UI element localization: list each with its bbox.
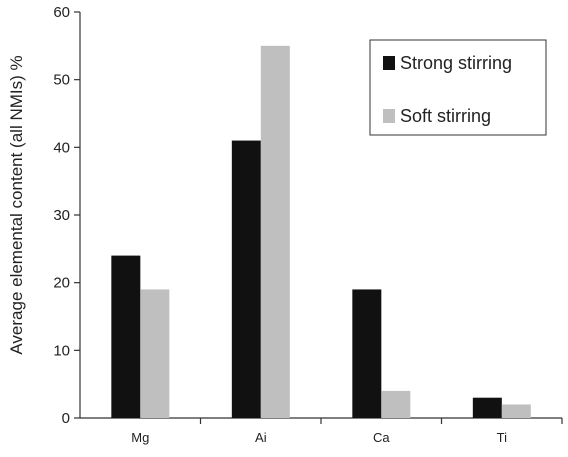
x-tick-label: Ai xyxy=(255,430,267,445)
legend-label-soft-stirring: Soft stirring xyxy=(400,106,491,126)
legend-box xyxy=(369,39,547,136)
bar-ai-soft-stirring xyxy=(260,45,290,418)
bar-ti-strong-stirring xyxy=(472,397,502,418)
y-axis-title: Average elemental content (all NMIs) % xyxy=(7,55,26,354)
x-tick-label: Ti xyxy=(497,430,507,445)
bar-mg-strong-stirring xyxy=(111,255,141,418)
bar-ca-soft-stirring xyxy=(381,390,411,418)
y-tick-label: 50 xyxy=(53,72,70,89)
y-tick-label: 30 xyxy=(53,207,70,224)
y-tick-label: 60 xyxy=(53,4,70,21)
x-tick-label: Ca xyxy=(373,430,390,445)
legend-swatch-soft-stirring xyxy=(383,109,395,123)
y-tick-label: 0 xyxy=(62,410,70,427)
legend-label-strong-stirring: Strong stirring xyxy=(400,53,512,73)
y-axis: 0 10 20 30 40 50 60 xyxy=(53,4,81,427)
x-tick-label: Mg xyxy=(131,430,149,445)
legend-swatch-strong-stirring xyxy=(383,56,395,70)
y-tick-label: 10 xyxy=(53,342,70,359)
legend: Strong stirring Soft stirring xyxy=(369,39,547,136)
bar-ai-strong-stirring xyxy=(231,140,261,419)
bar-ti-soft-stirring xyxy=(501,404,531,418)
bar-mg-soft-stirring xyxy=(140,289,170,418)
y-tick-label: 20 xyxy=(53,275,70,292)
bars xyxy=(111,45,531,419)
bar-ca-strong-stirring xyxy=(352,289,382,418)
x-axis: Mg Ai Ca Ti xyxy=(80,417,563,445)
y-tick-label: 40 xyxy=(53,139,70,156)
